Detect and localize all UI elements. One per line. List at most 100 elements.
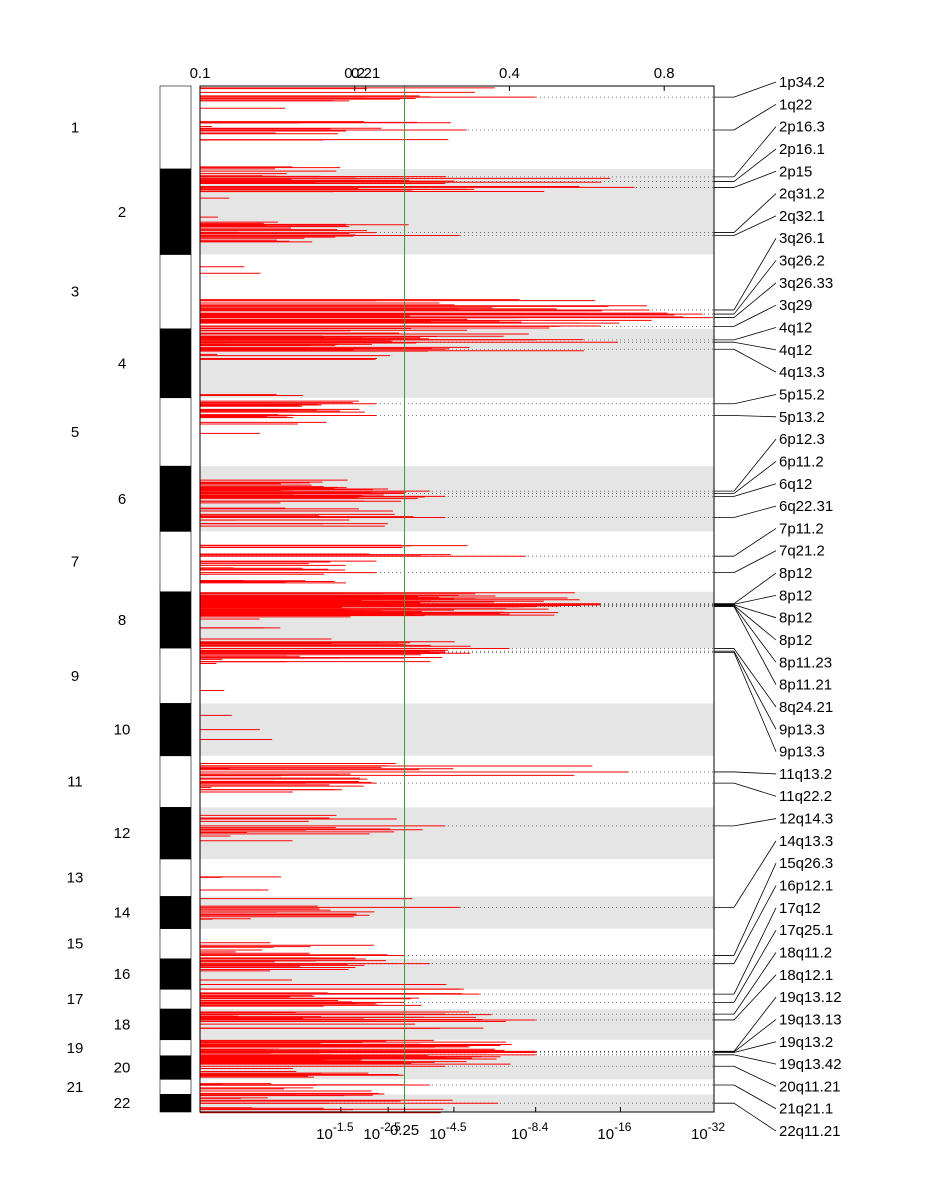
chromosome-band-shade [200,703,714,756]
peak-label: 22q11.21 [779,1123,840,1140]
peak-connector [733,974,777,1021]
peak-connector [733,215,777,236]
peak-connector [733,863,777,956]
ideogram-segment [159,703,192,757]
peak-connector [733,996,777,1052]
chromosome-label: 16 [114,966,131,983]
peak-label: 8p12 [779,587,812,604]
peak-label: 19q13.2 [779,1034,833,1051]
peak-label: 8p11.23 [779,654,832,671]
qvalue-tick-exponent: -4.5 [446,1120,467,1134]
peak-connector [733,1065,777,1087]
chromosome-label: 3 [71,284,79,301]
ideogram-segment [159,531,192,593]
chromosome-ideogram [159,85,192,1113]
chromosome-label: 20 [114,1060,131,1077]
peak-label: 3q26.2 [779,253,825,270]
peak-connector [733,193,777,233]
ideogram-segment [159,647,192,704]
qvalue-tick-label: 10-4.5 [429,1120,467,1143]
chromosome-label: 10 [114,722,131,739]
peak-connector [733,929,777,1003]
qvalue-tick-exponent: -32 [708,1120,726,1134]
peak-connector [733,907,777,995]
peak-label: 1p34.2 [779,74,825,91]
peak-label: 8p12 [779,610,812,627]
peak-label: 19q13.42 [779,1056,842,1073]
peak-label: 2q32.1 [779,208,825,225]
peak-connector [733,282,777,318]
top-axis-tick-label: 0.2 [344,65,365,82]
peak-connector [733,605,777,663]
peak-label: 8q24.21 [779,699,833,716]
peak-label: 3q29 [779,297,812,314]
chromosome-label: 4 [118,355,126,372]
peak-connector [733,1041,777,1053]
qvalue-tick-base: 10 [511,1126,528,1143]
chromosome-label: 14 [114,905,131,922]
peak-connector [733,604,777,619]
peak-label: 6q12 [779,476,812,493]
chromosome-label: 19 [67,1040,84,1057]
peak-label: 6p11.2 [779,453,824,470]
ideogram-segment [159,591,192,649]
peak-connector [733,594,777,605]
ideogram-segment [159,1094,192,1113]
peak-connector [733,438,777,492]
chromosome-label: 12 [114,825,131,842]
chromosome-label: 11 [67,774,83,791]
ideogram-segment [159,755,192,808]
qvalue-tick-label: 10-32 [691,1120,725,1143]
peak-connector [733,348,777,373]
top-axis-tick-label: 0.1 [190,65,211,82]
top-axis-tick-label: 0.21 [351,65,380,82]
ideogram-segment [159,465,192,532]
qvalue-tick-base: 10 [429,1126,446,1143]
peak-label: 11q22.2 [779,788,832,805]
ideogram-segment [159,958,192,990]
peak-label: 7q21.2 [779,543,825,560]
peak-label: 2p16.3 [779,119,825,136]
gscore-traces [200,87,714,1114]
peak-connector [733,260,777,315]
peak-connector [733,103,777,131]
peak-label: 4q12 [779,320,812,337]
peak-connector [733,818,777,827]
peak-label: 1q22 [779,96,812,113]
ideogram-segment [159,1055,192,1080]
chromosome-label: 9 [71,668,79,685]
peak-connector [733,952,777,1015]
qvalue-tick-base: 10 [597,1126,614,1143]
peak-connector [733,394,777,405]
peak-connector [733,1084,777,1110]
qvalue-tick-exponent: -16 [614,1120,632,1134]
peak-connector [733,415,777,418]
qvalue-tick-exponent: -2.5 [380,1120,401,1134]
chromosome-label: 8 [118,612,126,629]
chromosome-label: 22 [114,1095,131,1112]
qvalue-tick-base: 10 [363,1126,380,1143]
ideogram-segment [159,397,192,467]
peak-connector [733,341,777,351]
chromosome-label: 7 [71,554,79,571]
peak-connector [733,572,777,605]
ideogram-segment [159,988,192,1010]
peak-connector [733,771,777,775]
peak-label: 4q13.3 [779,364,825,381]
peak-label: 14q13.3 [779,833,833,850]
chromosome-label: 13 [67,870,84,887]
qvalue-tick-label: 10-16 [597,1120,631,1143]
peak-label: 6p12.3 [779,431,825,448]
peak-label: 15q26.3 [779,855,833,872]
peak-connector [733,650,777,730]
chromosome-band-shade [200,807,714,860]
peak-connector [733,170,777,188]
peak-connector [733,840,777,908]
peak-label: 17q12 [779,900,821,917]
peak-connector [733,505,777,518]
peak-label: 4q12 [779,342,812,359]
peak-connector [733,605,777,641]
chromosome-label: 21 [67,1079,84,1096]
